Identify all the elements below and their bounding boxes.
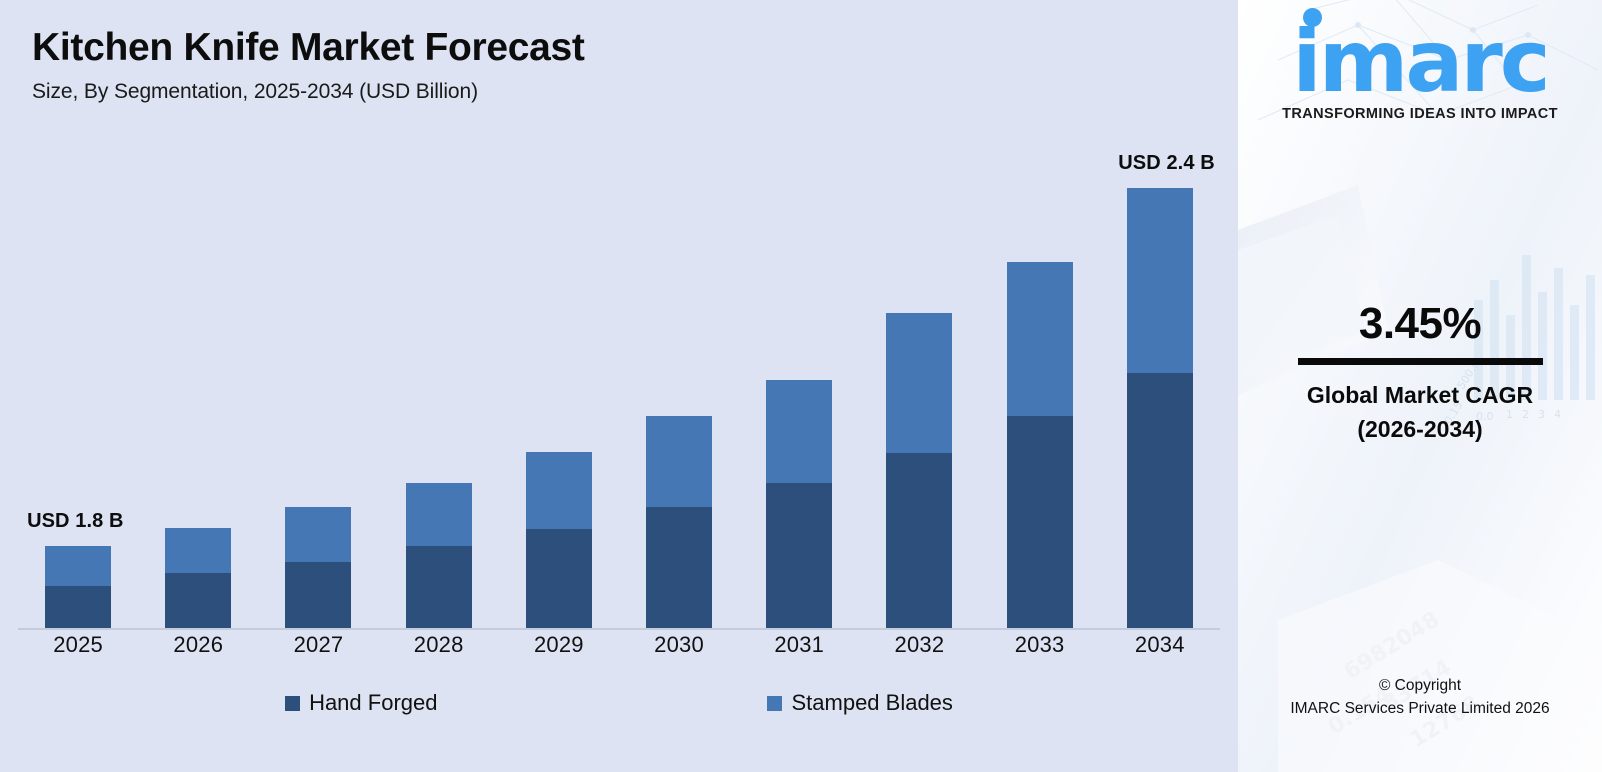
bar-segment-hand-forged[interactable] xyxy=(165,573,232,628)
bar-segment-stamped-blades[interactable] xyxy=(1126,188,1193,373)
bar-segment-hand-forged[interactable] xyxy=(525,529,592,628)
bar-stack[interactable] xyxy=(405,483,472,628)
bar-stack[interactable] xyxy=(285,507,352,628)
copyright-line-2: IMARC Services Private Limited 2026 xyxy=(1290,699,1550,717)
bar-segment-stamped-blades[interactable] xyxy=(285,507,352,562)
x-axis-tick-2032: 2032 xyxy=(894,632,945,657)
bar-column-2026[interactable] xyxy=(142,140,255,628)
x-axis-tick-2034: 2034 xyxy=(1134,632,1185,657)
bar-segment-stamped-blades[interactable] xyxy=(45,546,112,586)
svg-text:0.0: 0.0 xyxy=(1476,410,1494,423)
x-axis-labels: 2025 2026 2027 2028 2029 2030 2031 2032 2033 2034 xyxy=(18,632,1220,672)
plot-area: USD 1.8 B USD 2.4 B xyxy=(0,140,1238,630)
bar-value-label-2034: USD 2.4 B xyxy=(1118,152,1215,174)
svg-text:3: 3 xyxy=(1538,408,1545,421)
bar-column-2030[interactable] xyxy=(623,140,736,628)
cagr-value: 3.45% xyxy=(1358,299,1482,348)
bar-segment-stamped-blades[interactable] xyxy=(165,528,232,573)
bar-column-2029[interactable] xyxy=(502,140,615,628)
bar-segment-stamped-blades[interactable] xyxy=(1006,262,1073,416)
svg-text:1: 1 xyxy=(1506,408,1513,421)
bar-series-group: USD 1.8 B USD 2.4 B xyxy=(18,140,1220,628)
logo-dot-icon xyxy=(1303,8,1323,27)
bar-segment-hand-forged[interactable] xyxy=(285,562,352,628)
x-axis-tick-2033: 2033 xyxy=(1014,632,1065,657)
bar-value-label-2025: USD 1.8 B xyxy=(27,510,124,532)
bar-column-2033[interactable] xyxy=(983,140,1096,628)
logo-tagline: TRANSFORMING IDEAS INTO IMPACT xyxy=(1282,106,1558,123)
logo-mark: imarc xyxy=(1292,8,1551,105)
bar-stack[interactable] xyxy=(886,313,953,628)
cagr-divider xyxy=(1297,358,1543,366)
chart-panel: Kitchen Knife Market Forecast Size, By S… xyxy=(0,0,1238,772)
legend-swatch-icon xyxy=(767,695,783,711)
bar-stack[interactable] xyxy=(766,380,833,628)
svg-text:2: 2 xyxy=(1522,408,1529,421)
bar-stack[interactable] xyxy=(525,452,592,628)
legend-swatch-icon xyxy=(285,695,301,711)
bar-segment-stamped-blades[interactable] xyxy=(766,380,833,483)
copyright-line-1: © Copyright xyxy=(1378,676,1462,694)
legend-item-hand-forged[interactable]: Hand Forged xyxy=(285,690,437,716)
legend-item-stamped-blades[interactable]: Stamped Blades xyxy=(767,690,953,716)
bar-segment-stamped-blades[interactable] xyxy=(525,452,592,529)
legend-label: Hand Forged xyxy=(309,690,438,715)
bar-stack[interactable]: USD 2.4 B xyxy=(1118,152,1215,628)
title-block: Kitchen Knife Market Forecast Size, By S… xyxy=(32,26,585,104)
imarc-logo: imarc TRANSFORMING IDEAS INTO IMPACT xyxy=(1238,8,1602,123)
page-title: Kitchen Knife Market Forecast xyxy=(32,26,585,69)
x-axis-tick-2031: 2031 xyxy=(774,632,825,657)
svg-text:4: 4 xyxy=(1554,408,1561,421)
bar-column-2032[interactable] xyxy=(863,140,976,628)
bar-stack[interactable]: USD 1.8 B xyxy=(27,510,123,628)
x-axis-tick-2027: 2027 xyxy=(293,632,344,657)
copyright-block: © Copyright IMARC Services Private Limit… xyxy=(1238,674,1602,721)
bar-segment-stamped-blades[interactable] xyxy=(886,313,953,453)
bar-stack[interactable] xyxy=(646,416,713,628)
x-axis-line xyxy=(18,628,1220,630)
bar-segment-hand-forged[interactable] xyxy=(45,586,112,628)
legend-label: Stamped Blades xyxy=(791,690,953,715)
bar-segment-hand-forged[interactable] xyxy=(1126,373,1193,628)
bar-segment-hand-forged[interactable] xyxy=(1006,416,1073,628)
bar-column-2034[interactable]: USD 2.4 B xyxy=(1103,140,1216,628)
bar-segment-hand-forged[interactable] xyxy=(766,483,833,628)
decorative-background-art: 0.0 1 2 3 4 500.0 0.15 6982048 83714 0.1… xyxy=(1238,0,1602,772)
logo-wordmark: imarc xyxy=(1292,12,1551,112)
page-subtitle: Size, By Segmentation, 2025-2034 (USD Bi… xyxy=(32,79,478,103)
cagr-caption-line1: Global Market CAGR xyxy=(1306,382,1534,409)
bar-stack[interactable] xyxy=(165,528,232,628)
bar-segment-hand-forged[interactable] xyxy=(646,507,713,628)
sidebar-panel: 0.0 1 2 3 4 500.0 0.15 6982048 83714 0.1… xyxy=(1238,0,1602,772)
bar-segment-hand-forged[interactable] xyxy=(886,453,953,628)
bar-column-2027[interactable] xyxy=(262,140,375,628)
bar-stack[interactable] xyxy=(1006,262,1073,628)
cagr-caption-line2: (2026-2034) xyxy=(1357,415,1483,442)
x-axis-tick-2025: 2025 xyxy=(53,632,103,657)
chart-legend: Hand Forged Stamped Blades xyxy=(0,690,1238,716)
x-axis-tick-2030: 2030 xyxy=(654,632,704,657)
cagr-callout: 3.45% Global Market CAGR (2026-2034) xyxy=(1238,299,1602,446)
bar-segment-stamped-blades[interactable] xyxy=(646,416,713,507)
x-axis-tick-2028: 2028 xyxy=(413,632,464,657)
x-axis-tick-2026: 2026 xyxy=(173,632,224,657)
bar-column-2031[interactable] xyxy=(743,140,856,628)
bar-segment-stamped-blades[interactable] xyxy=(405,483,472,546)
bar-column-2028[interactable] xyxy=(382,140,495,628)
bar-column-2025[interactable]: USD 1.8 B xyxy=(22,140,135,628)
x-axis-tick-2029: 2029 xyxy=(533,632,584,657)
bar-segment-hand-forged[interactable] xyxy=(405,546,472,628)
